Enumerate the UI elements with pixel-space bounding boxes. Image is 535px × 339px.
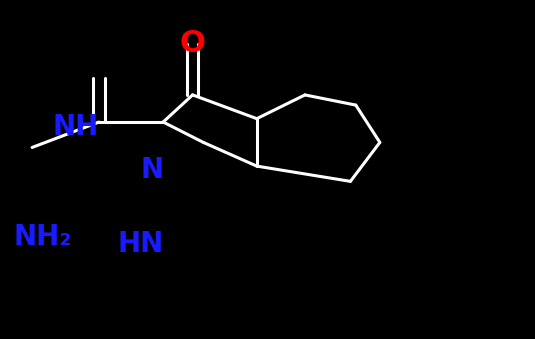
Text: NH₂: NH₂	[13, 223, 72, 251]
Text: N: N	[141, 156, 164, 183]
Text: HN: HN	[118, 230, 164, 258]
Text: O: O	[180, 29, 205, 58]
Text: NH: NH	[52, 113, 98, 141]
